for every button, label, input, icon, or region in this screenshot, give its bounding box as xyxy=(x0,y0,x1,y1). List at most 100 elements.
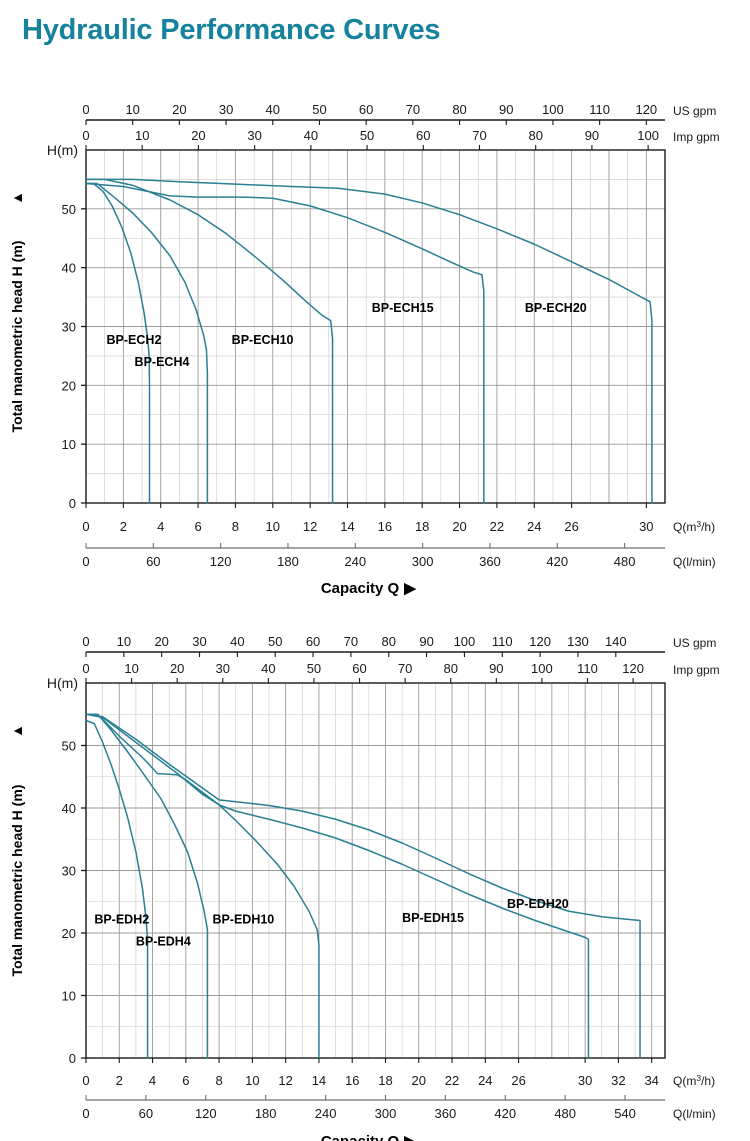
imp-gpm-tick-label: 40 xyxy=(304,128,318,143)
hydraulic-chart-edh: 0 10 20 30 40 50 60 70 80 90 100 110 120 130 140 US gpm… xyxy=(0,618,750,1141)
us-gpm-tick-label: 40 xyxy=(266,102,280,117)
imp-gpm-tick-label: 60 xyxy=(352,661,366,676)
y-axis-tick-label: 0 xyxy=(69,496,76,511)
curves-group xyxy=(85,713,641,1059)
q-lmin-tick-label: 180 xyxy=(255,1106,277,1121)
imp-gpm-tick-label: 100 xyxy=(531,661,553,676)
q-m3h-tick-label: 10 xyxy=(245,1073,259,1088)
us-gpm-tick-label: 120 xyxy=(529,634,551,649)
q-lmin-tick-label: 360 xyxy=(435,1106,457,1121)
imp-gpm-tick-label: 110 xyxy=(577,661,598,676)
imp-gpm-tick-label: 30 xyxy=(216,661,230,676)
us-gpm-tick-label: 120 xyxy=(635,102,657,117)
q-m3h-tick-label: 30 xyxy=(639,519,653,534)
us-gpm-tick-label: 100 xyxy=(454,634,476,649)
curve-bp-edh4 xyxy=(85,713,209,1059)
curve-bp-edh20 xyxy=(85,713,641,1059)
curve-label-bp-ech20: BP-ECH20 xyxy=(525,301,587,315)
imp-gpm-tick-label: 70 xyxy=(472,128,486,143)
head-unit-label: H(m) xyxy=(47,675,78,691)
q-m3h-tick-label: 14 xyxy=(340,519,354,534)
y-axis-title: Total manometric head H (m) xyxy=(9,241,25,433)
q-lmin-tick-label: 240 xyxy=(315,1106,337,1121)
q-lmin-tick-label: 60 xyxy=(139,1106,153,1121)
y-axis-arrow-icon: ▲ xyxy=(9,191,25,205)
q-lmin-tick-label: 120 xyxy=(195,1106,217,1121)
y-axis-tick-label: 40 xyxy=(62,801,76,816)
us-gpm-unit-label: US gpm xyxy=(673,104,716,118)
axis-us-gpm: 0 10 20 30 40 50 60 70 80 90 100 110 120 US gpm xyxy=(82,102,716,125)
q-lmin-tick-label: 300 xyxy=(375,1106,397,1121)
y-axis-tick-label: 10 xyxy=(62,989,76,1004)
q-m3h-tick-label: 4 xyxy=(149,1073,156,1088)
axis-q-lmin: 0 60 120 180 240 300 360 420 480 540 Q(l/min) xyxy=(82,1095,716,1121)
imp-gpm-tick-label: 90 xyxy=(489,661,503,676)
capacity-arrow-icon: ▶ xyxy=(403,1133,417,1141)
curve-bp-edh15 xyxy=(85,713,590,1059)
imp-gpm-tick-label: 20 xyxy=(170,661,184,676)
q-lmin-tick-label: 420 xyxy=(546,554,568,569)
q-m3h-tick-label: 26 xyxy=(564,519,578,534)
imp-gpm-tick-label: 60 xyxy=(416,128,430,143)
axis-head-m: 0 10 20 30 40 50 H(m) xyxy=(47,675,86,1066)
q-m3h-tick-label: 6 xyxy=(194,519,201,534)
curve-label-bp-ech15: BP-ECH15 xyxy=(372,301,434,315)
page-title: Hydraulic Performance Curves xyxy=(22,14,441,46)
q-lmin-tick-label: 300 xyxy=(412,554,434,569)
curve-bp-ech2 xyxy=(85,182,151,504)
capacity-axis-title: Capacity Q▶ xyxy=(321,580,417,597)
q-lmin-tick-label: 360 xyxy=(479,554,501,569)
us-gpm-tick-label: 50 xyxy=(268,634,282,649)
head-unit-label: H(m) xyxy=(47,142,78,158)
imp-gpm-tick-label: 0 xyxy=(82,128,89,143)
us-gpm-tick-label: 80 xyxy=(382,634,396,649)
y-axis-arrow-icon: ▲ xyxy=(9,724,25,738)
q-m3h-tick-label: 24 xyxy=(478,1073,492,1088)
curve-label-bp-edh15: BP-EDH15 xyxy=(402,911,464,925)
imp-gpm-tick-label: 20 xyxy=(191,128,205,143)
q-lmin-tick-label: 60 xyxy=(146,554,160,569)
q-m3h-tick-label: 22 xyxy=(490,519,504,534)
q-m3h-tick-label: 8 xyxy=(232,519,239,534)
us-gpm-tick-label: 0 xyxy=(82,102,89,117)
curves-group xyxy=(85,178,653,504)
us-gpm-tick-label: 30 xyxy=(219,102,233,117)
hydraulic-chart-ech: 0 10 20 30 40 50 60 70 80 90 100 110 120 US gpm 0 10 20 3… xyxy=(0,88,750,608)
q-m3h-tick-label: 0 xyxy=(82,1073,89,1088)
q-m3h-tick-label: 24 xyxy=(527,519,541,534)
us-gpm-tick-label: 60 xyxy=(306,634,320,649)
q-m3h-tick-label: 30 xyxy=(578,1073,592,1088)
q-lmin-unit-label: Q(l/min) xyxy=(673,555,716,569)
imp-gpm-tick-label: 50 xyxy=(360,128,374,143)
us-gpm-tick-label: 40 xyxy=(230,634,244,649)
curve-bp-edh2 xyxy=(85,719,149,1059)
y-axis-title: Total manometric head H (m) xyxy=(9,785,25,977)
imp-gpm-unit-label: Imp gpm xyxy=(673,663,720,677)
imp-gpm-tick-label: 120 xyxy=(622,661,644,676)
q-m3h-tick-label: 20 xyxy=(452,519,466,534)
imp-gpm-tick-label: 100 xyxy=(637,128,659,143)
y-axis-tick-label: 50 xyxy=(62,202,76,217)
curve-bp-ech15 xyxy=(85,182,485,504)
curve-label-bp-edh10: BP-EDH10 xyxy=(212,913,274,927)
q-m3h-tick-label: 22 xyxy=(445,1073,459,1088)
curve-bp-ech20 xyxy=(85,178,653,504)
curve-label-bp-ech2: BP-ECH2 xyxy=(107,333,162,347)
axis-imp-gpm: 0 10 20 30 40 50 60 70 80 90 100 Imp gpm xyxy=(82,128,720,150)
q-lmin-tick-label: 0 xyxy=(82,1106,89,1121)
imp-gpm-tick-label: 40 xyxy=(261,661,275,676)
curve-bp-ech4 xyxy=(85,182,209,504)
curve-bp-edh10 xyxy=(85,713,320,1059)
imp-gpm-tick-label: 10 xyxy=(135,128,149,143)
q-m3h-unit-label: Q(m3/h) xyxy=(673,1073,715,1088)
imp-gpm-tick-label: 80 xyxy=(528,128,542,143)
capacity-axis-title: Capacity Q▶ xyxy=(321,1133,417,1141)
q-m3h-tick-label: 14 xyxy=(312,1073,326,1088)
q-m3h-tick-label: 18 xyxy=(378,1073,392,1088)
q-m3h-tick-label: 10 xyxy=(266,519,280,534)
y-axis-tick-label: 50 xyxy=(62,739,76,754)
q-lmin-unit-label: Q(l/min) xyxy=(673,1107,716,1121)
curve-label-bp-ech10: BP-ECH10 xyxy=(232,333,294,347)
us-gpm-tick-label: 20 xyxy=(172,102,186,117)
capacity-arrow-icon: ▶ xyxy=(403,580,417,597)
